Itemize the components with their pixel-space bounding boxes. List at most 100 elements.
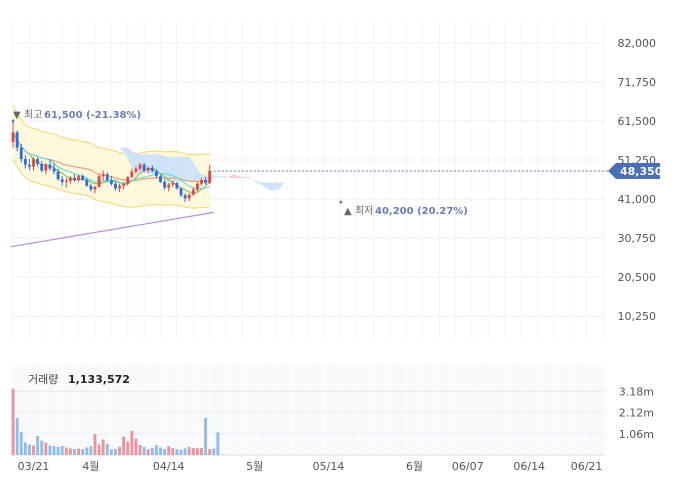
candle-body (208, 171, 212, 184)
volume-bar (175, 449, 179, 455)
cloud-segment (213, 175, 218, 178)
cloud-segment (131, 150, 136, 172)
volume-bar (142, 446, 146, 455)
cloud-segment (230, 174, 235, 179)
cloud-segment (250, 177, 255, 182)
cloud-segment (221, 176, 227, 178)
volume-bar (23, 442, 27, 455)
cloud-segment (99, 144, 104, 146)
y-tick-label: 30,750 (618, 232, 657, 245)
cloud-segment (176, 157, 182, 182)
candle-body (175, 183, 179, 189)
cloud-segment (217, 176, 222, 178)
cloud-segment (279, 182, 284, 190)
low-marker-value: 40,200 (20.27%) (375, 206, 468, 217)
candle-body (154, 171, 158, 177)
candle-body (150, 167, 154, 172)
volume-bar (150, 448, 154, 455)
candle-body (134, 168, 138, 172)
candle-body (32, 159, 35, 167)
volume-bar (73, 449, 76, 455)
y-tick-label: 41,000 (618, 193, 657, 206)
volume-bar (77, 448, 81, 455)
volume-bar (122, 436, 126, 455)
candle-body (187, 194, 191, 199)
cloud-segment (115, 146, 120, 148)
volume-bar (60, 446, 64, 455)
volume-bar (191, 448, 195, 455)
volume-bar (81, 449, 85, 455)
cloud-segment (234, 174, 239, 179)
y-tick-label: 71,750 (618, 76, 657, 89)
volume-bar (171, 448, 175, 455)
volume-bar (159, 447, 162, 455)
candles-layer (11, 120, 212, 203)
candle-body (93, 186, 97, 190)
volume-bar (114, 449, 117, 455)
trend-line (10, 211, 214, 248)
candle-body (19, 147, 23, 160)
volume-bar (36, 436, 40, 455)
y-tick-label: 20,500 (618, 271, 657, 284)
candle-body (15, 132, 19, 148)
cloud-segment (164, 156, 169, 184)
candle-body (56, 171, 60, 180)
candle-body (138, 164, 142, 169)
candle-body (105, 174, 109, 180)
volume-bar (163, 449, 167, 455)
volume-bar (44, 442, 48, 455)
volume-bar (109, 449, 113, 455)
volume-bar (167, 446, 171, 455)
high-marker-prefix: ▼ 최고 (13, 109, 42, 121)
volume-bar (15, 418, 19, 455)
cloud-segment (242, 177, 247, 179)
candle-body (109, 180, 113, 184)
candle-body (81, 176, 85, 180)
volume-header: 거래량 1,133,572 (28, 373, 130, 386)
cloud-segment (254, 180, 259, 184)
ichimoku-cloud-layer (86, 134, 284, 192)
volume-bar (11, 388, 15, 455)
volume-bar (93, 434, 97, 455)
volume-bar (118, 446, 121, 455)
candle-body (77, 176, 81, 180)
cloud-segment (246, 177, 251, 179)
cloud-segment (127, 147, 132, 168)
cloud-segment (111, 145, 116, 147)
candle-body (171, 183, 175, 185)
cloud-segment (86, 134, 91, 137)
x-tick-label: 6월 (406, 460, 423, 473)
volume-bar (146, 449, 150, 455)
cloud-segment (90, 136, 95, 142)
candle-body (191, 189, 195, 195)
candle-body (167, 184, 171, 188)
volume-bar (216, 432, 220, 455)
candle-body (159, 176, 162, 182)
x-tick-label: 4월 (82, 460, 99, 473)
volume-bar (138, 445, 142, 455)
candle-body (195, 183, 199, 190)
x-tick-label: 06/07 (452, 460, 484, 473)
high-marker-value: 61,500 (-21.38%) (44, 110, 141, 121)
volume-bar (101, 439, 105, 455)
candle-body (36, 159, 40, 164)
candle-body (48, 164, 52, 169)
candle-body (23, 159, 27, 165)
volume-bar (97, 444, 101, 455)
volume-bar (204, 418, 208, 455)
volume-bar (48, 445, 52, 455)
candle-body (11, 132, 15, 142)
candle-body (204, 180, 208, 184)
volume-value: 1,133,572 (68, 373, 130, 386)
candle-body (146, 167, 150, 171)
candle-body (68, 178, 72, 181)
cloud-segment (271, 182, 276, 192)
volume-title: 거래량 (28, 373, 58, 386)
volume-bar (195, 448, 199, 455)
candle-body (73, 178, 76, 180)
cloud-segment (189, 157, 194, 182)
volume-bar (134, 438, 138, 455)
cloud-segment (119, 147, 124, 153)
cloud-segment (226, 176, 231, 179)
